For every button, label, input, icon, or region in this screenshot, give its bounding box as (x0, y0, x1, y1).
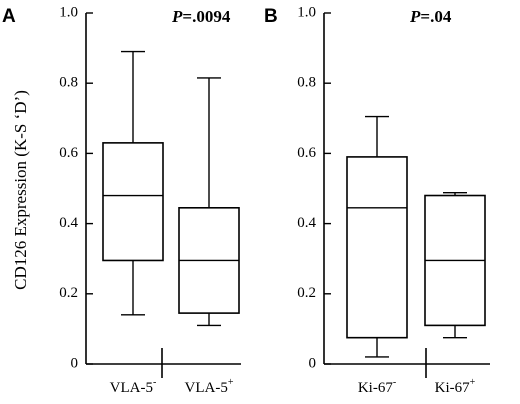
category-name: Ki-67 (435, 380, 470, 396)
y-tick-label: 0 (71, 355, 79, 371)
category-name: VLA-5 (185, 380, 228, 396)
p-value-annotation: P=.04 (409, 7, 452, 26)
box-iqr (346, 156, 408, 339)
p-value-number: =.0094 (182, 7, 230, 26)
category-superscript: - (153, 377, 156, 388)
panel-label: B (264, 6, 278, 27)
y-tick-label: 0.8 (297, 75, 316, 91)
y-axis-label: CD126 Expression (K-S ‘D’) (11, 90, 30, 290)
box-2 (178, 77, 240, 327)
y-tick-label: 0.6 (297, 145, 316, 161)
p-value-symbol: P (409, 7, 421, 26)
y-tick-label: 0.2 (297, 285, 316, 301)
x-category-label: VLA-5+ (185, 377, 234, 396)
p-value-annotation: P=.0094 (171, 7, 231, 26)
y-tick-label: 0.2 (59, 285, 78, 301)
category-superscript: + (228, 377, 234, 388)
y-tick-label: 0 (309, 355, 317, 371)
x-category-label: Ki-67- (358, 377, 396, 396)
panel-label: A (2, 6, 16, 27)
category-superscript: + (470, 377, 476, 388)
x-category-label: Ki-67+ (435, 377, 476, 396)
box-iqr (102, 142, 164, 262)
category-name: Ki-67 (358, 380, 393, 396)
y-tick-label: 0.6 (59, 145, 78, 161)
category-name: VLA-5 (110, 380, 153, 396)
x-category-label: VLA-5- (110, 377, 157, 396)
y-tick-label: 1.0 (297, 4, 316, 20)
category-superscript: - (393, 377, 396, 388)
y-tick-label: 0.4 (297, 215, 316, 231)
y-tick-label: 1.0 (59, 4, 78, 20)
box-1 (346, 115, 408, 358)
y-tick-label: 0.8 (59, 75, 78, 91)
p-value-number: =.04 (420, 7, 451, 26)
y-tick-label: 0.4 (59, 215, 78, 231)
box-1 (102, 50, 164, 316)
p-value-symbol: P (171, 7, 183, 26)
box-2 (424, 192, 486, 339)
